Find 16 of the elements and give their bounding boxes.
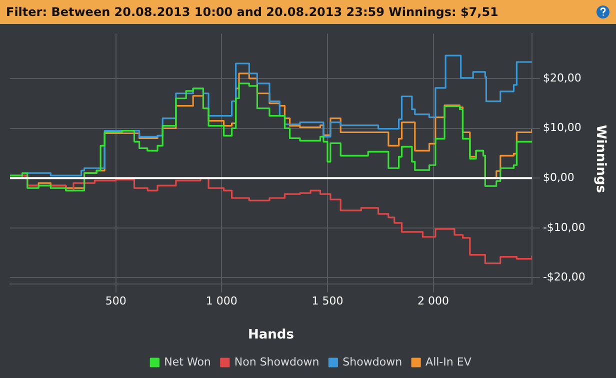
x-tick-label: 1 000 bbox=[206, 294, 238, 308]
x-tick-label: 1 500 bbox=[312, 294, 344, 308]
chart-title: Filter: Between 20.08.2013 10:00 and 20.08.2013 23:59 Winnings: $7,51 bbox=[6, 5, 498, 19]
y-tick-label: $10,00 bbox=[542, 121, 582, 134]
legend-label: Non Showdown bbox=[234, 355, 320, 368]
legend-label: Net Won bbox=[164, 355, 211, 368]
x-axis-title: Hands bbox=[248, 328, 294, 343]
y-tick-label: -$10,00 bbox=[542, 220, 586, 234]
y-tick-label: $0,00 bbox=[542, 170, 574, 184]
y-tick-label: -$20,00 bbox=[542, 270, 586, 284]
legend-label: Showdown bbox=[342, 355, 402, 368]
y-axis-title: Winnings bbox=[592, 124, 608, 194]
x-tick-label: 500 bbox=[105, 294, 126, 308]
y-tick-label: $20,00 bbox=[542, 71, 582, 84]
x-tick-label: 2 000 bbox=[418, 294, 450, 308]
legend-label: All-In EV bbox=[426, 355, 472, 368]
